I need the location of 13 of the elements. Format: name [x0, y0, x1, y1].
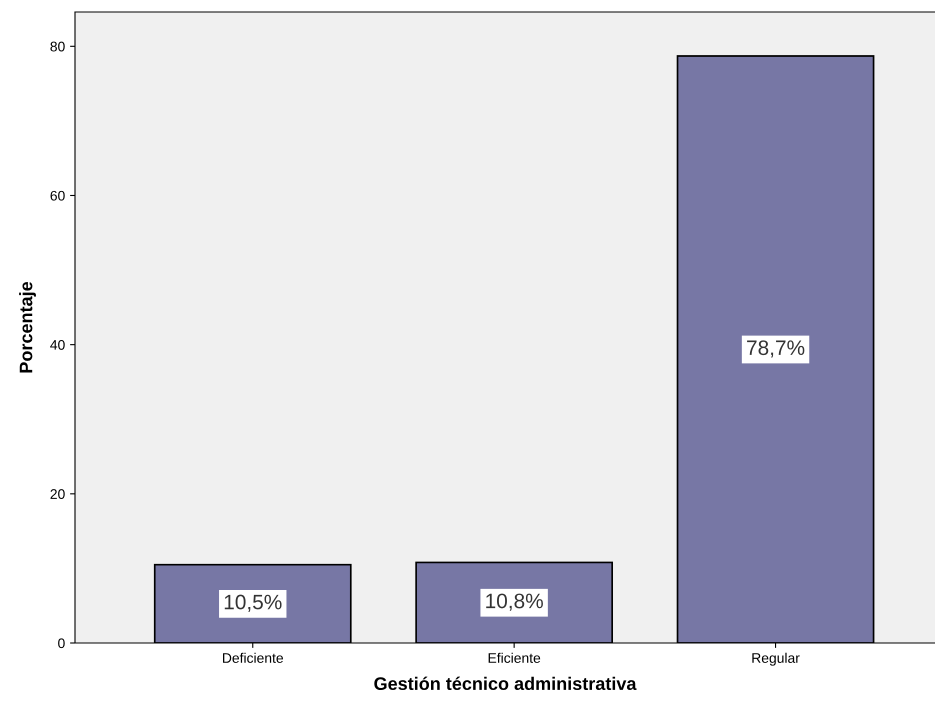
x-axis-title: Gestión técnico administrativa [374, 676, 637, 690]
data-label: 10,8% [486, 594, 543, 611]
y-tick-label: 40 [50, 340, 65, 350]
x-tick-label: Eficiente [488, 652, 540, 663]
y-tick-label: 20 [50, 489, 65, 499]
data-label: 78,7% [747, 340, 804, 358]
data-label: 10,5% [224, 594, 282, 612]
y-tick-label: 0 [58, 638, 65, 648]
x-tick-label: Deficiente [223, 652, 284, 663]
x-tick-label: Regular [752, 652, 800, 666]
y-axis-title: Porcentaje [19, 282, 36, 372]
y-tick-label: 60 [50, 190, 65, 201]
y-tick-label: 80 [50, 42, 65, 52]
